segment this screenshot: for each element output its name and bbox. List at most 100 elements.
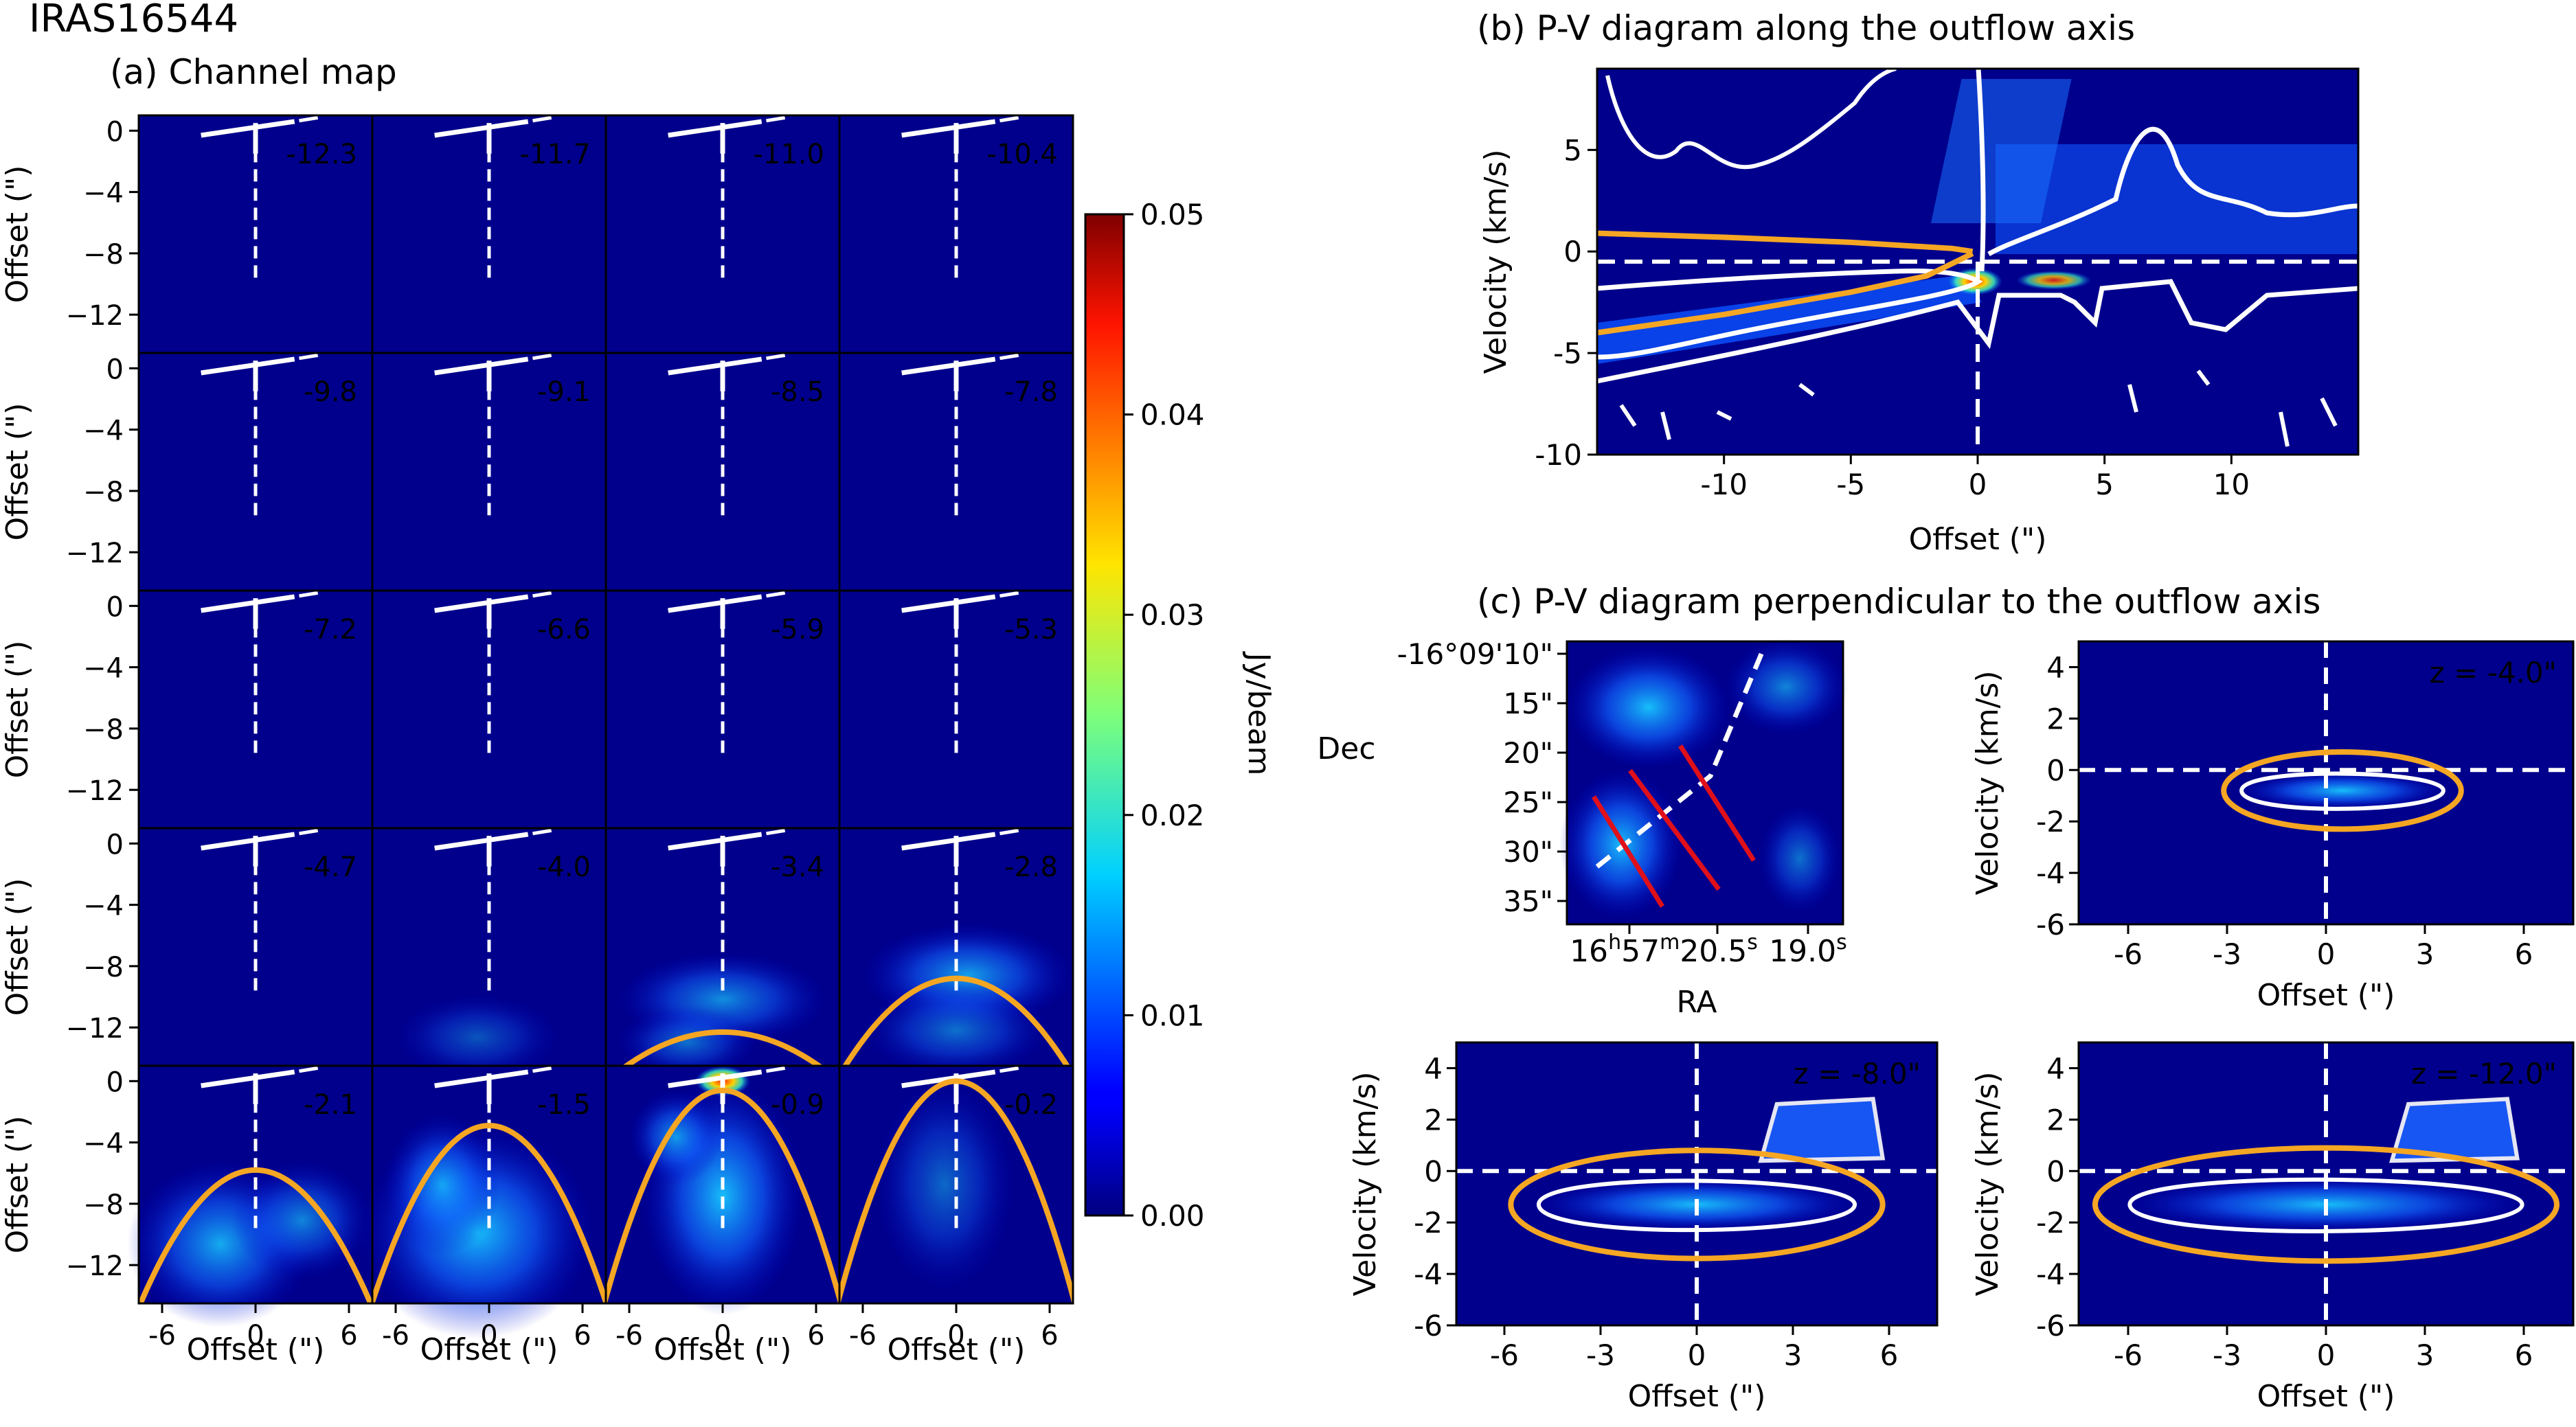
channel-panel: -0.2 -6 0 6: [838, 1064, 1074, 1351]
channel-ytick-label: −12: [66, 300, 124, 332]
channel-jet-marker: [901, 356, 996, 376]
pv-perp-contour: [2127, 1177, 2524, 1233]
pv-b-contour-scatter: [1619, 369, 2338, 447]
pv-b-ytick-label: 0: [1563, 235, 1582, 269]
colorbar-tick-label: 0.04: [1140, 398, 1205, 432]
channel-ytick-label: −8: [83, 952, 124, 983]
pv-b-contour-upper: [1976, 68, 2359, 272]
channel-panel: -11.7: [371, 114, 607, 354]
channel-jet-marker: [668, 1069, 762, 1088]
colorbar-tick-label: 0.02: [1140, 799, 1205, 832]
channel-jet-marker-tip: [532, 828, 552, 836]
channel-jet-marker: [434, 1069, 529, 1088]
pv-perp-ytick-label: 2: [1424, 1103, 1443, 1137]
pv-perp-annotation: z = -8.0": [1794, 1057, 1921, 1091]
channel-parabola: [839, 1078, 1073, 1303]
pv-perp-ytick-label: 0: [2046, 753, 2065, 787]
channel-jet-marker: [434, 119, 529, 138]
pv-perp-xtick-label: 0: [2317, 1338, 2336, 1372]
channel-xtick-label: 6: [574, 1320, 591, 1351]
pv-perp-plot: z = -12.0" -6 -3 0 3 6 4 2 0 -2 -4 -6 Offset (") Velo…: [1970, 1041, 2575, 1414]
channel-jet-marker: [434, 832, 529, 851]
pv-perp-xtick-label: 0: [2317, 937, 2336, 971]
channel-ylabel: Offset ("): [0, 165, 35, 304]
channel-emission: [874, 1077, 1015, 1292]
cut-map-xtick-h: h: [1608, 931, 1621, 955]
channel-xtick-label: -6: [615, 1320, 643, 1351]
channel-ytick-label: −12: [66, 538, 124, 569]
cut-map-ytick-label: 15": [1503, 687, 1553, 720]
channel-velocity-label: -6.6: [537, 614, 591, 646]
cut-map-ylabel: Dec: [1317, 731, 1375, 766]
pv-perp-ytick-label: -2: [2036, 805, 2065, 838]
cut-line-2: [1592, 795, 1664, 908]
channel-map-xlabel-4: Offset ("): [888, 1332, 1026, 1367]
channel-ytick-label: −4: [83, 1128, 124, 1160]
pv-perp-ytick-label: 0: [2046, 1154, 2065, 1188]
pv-perp-ylabel: Velocity (km/s): [1970, 670, 2005, 895]
pv-perp-xtick-label: 0: [1688, 1338, 1706, 1372]
channel-panel: -10.4: [838, 114, 1074, 354]
channel-jet-marker: [668, 119, 762, 138]
cut-map-xtick-sec: 20.5: [1680, 934, 1747, 969]
channel-parabola: [139, 1167, 372, 1303]
channel-ytick-label: −12: [66, 1251, 124, 1282]
channel-panel: -0.9 -6 0 6: [605, 1064, 841, 1351]
channel-jet-marker-tip: [299, 1066, 319, 1073]
channel-jet-marker-tip: [299, 115, 319, 123]
channel-velocity-label: -7.8: [1004, 376, 1058, 408]
channel-ytick-label: 0: [106, 591, 124, 623]
cut-map-xtick-min: 57: [1621, 934, 1660, 969]
pv-perp-xtick-label: 6: [1880, 1338, 1899, 1372]
pv-perp-annotation: z = -12.0": [2411, 1057, 2557, 1091]
pv-perp-ytick-label: 2: [2046, 702, 2065, 735]
channel-panel: -7.8: [838, 352, 1074, 592]
cut-map-ytick-label: 35": [1503, 884, 1553, 918]
pv-b-ticks: -10 -5 0 5 10 5 0 -5 -10: [1535, 133, 2250, 501]
channel-panel: -6.6: [371, 589, 607, 830]
pv-b-emission-right-knot: [2016, 271, 2092, 290]
pv-perp-ytick-label: 4: [2046, 1051, 2065, 1085]
channel-velocity-label: -8.5: [771, 376, 824, 408]
channel-panel: -11.0: [605, 114, 841, 354]
channel-panel: -9.8 0 −4 −8 −12 Offset ("): [0, 352, 374, 592]
colorbar-gradient: [1084, 213, 1125, 1217]
cut-map-ytick-label: -16°09'10": [1397, 637, 1553, 671]
channel-emission: [863, 982, 1050, 1078]
colorbar-tick-label: 0.00: [1140, 1199, 1205, 1233]
channel-velocity-label: -10.4: [987, 139, 1059, 170]
pv-perp-xlabel: Offset ("): [1628, 1379, 1766, 1414]
pv-perp-model-ellipse: [1508, 1148, 1886, 1262]
channel-ylabel: Offset ("): [0, 641, 35, 779]
pv-b-xtick-label: -5: [1836, 468, 1865, 501]
channel-velocity-label: -5.3: [1004, 614, 1058, 646]
channel-jet-marker: [901, 832, 996, 851]
channel-jet-marker-tip: [766, 828, 786, 836]
source-title: IRAS16544: [29, 0, 238, 41]
pv-perp-ytick-label: 4: [1424, 1051, 1443, 1085]
cut-map-outflow-axis: [1595, 651, 1765, 869]
channel-jet-marker-tip: [999, 591, 1019, 598]
cut-map-xtick-m: m: [1660, 931, 1680, 955]
pv-b-ytick-label: -5: [1553, 336, 1582, 370]
colorbar-tick-label: 0.01: [1140, 998, 1205, 1032]
channel-jet-marker-tip: [999, 828, 1019, 836]
pv-b-ytick-label: -10: [1535, 438, 1582, 472]
channel-map-xlabel-3: Offset ("): [654, 1332, 792, 1367]
channel-jet-marker: [201, 594, 295, 613]
cut-map-xtick-s2: s: [1836, 931, 1847, 955]
cut-positions-map: -16°09'10"15"20"25"30"35" 16h57m20.5s 19…: [1317, 637, 1848, 1020]
pv-b-contour-top-left: [1605, 67, 1897, 170]
channel-map-xlabel-1: Offset ("): [187, 1332, 325, 1367]
channel-velocity-label: -5.9: [771, 614, 824, 646]
pv-perp-plot: z = -4.0" -6 -3 0 3 6 4 2 0 -2 -4 -6 Offset (") Veloc…: [1970, 640, 2575, 1013]
channel-xtick-label: -6: [382, 1320, 409, 1351]
channel-velocity-label: -9.1: [537, 376, 591, 408]
pv-perp-ytick-label: 2: [2046, 1103, 2065, 1137]
channel-velocity-label: -0.2: [1004, 1089, 1058, 1121]
channel-panel: -5.9: [605, 589, 841, 830]
channel-emission: [618, 1006, 758, 1078]
channel-xtick-label: 6: [1041, 1320, 1058, 1351]
channel-panel: -7.2 0 −4 −8 −12 Offset ("): [0, 589, 374, 830]
